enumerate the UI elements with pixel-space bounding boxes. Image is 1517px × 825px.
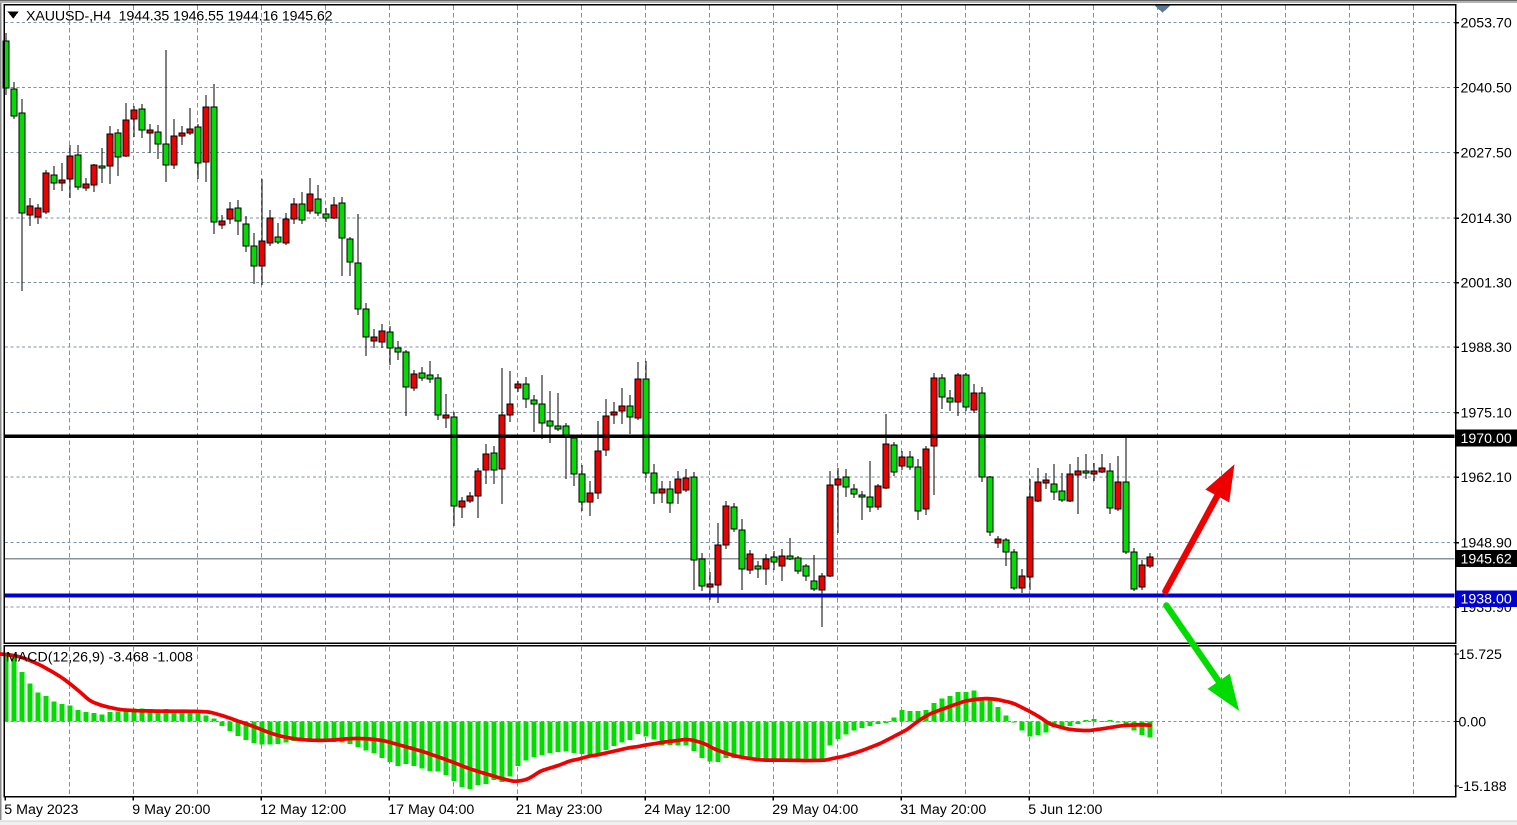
svg-text:1948.90: 1948.90 (1461, 536, 1512, 552)
svg-text:1970.00: 1970.00 (1461, 431, 1512, 447)
svg-text:1938.00: 1938.00 (1461, 592, 1512, 608)
svg-text:9 May 20:00: 9 May 20:00 (132, 802, 210, 818)
svg-text:2040.50: 2040.50 (1461, 81, 1512, 97)
svg-text:1962.10: 1962.10 (1461, 470, 1512, 486)
svg-text:-15.188: -15.188 (1459, 779, 1507, 795)
svg-text:5 May 2023: 5 May 2023 (4, 802, 78, 818)
svg-text:24 May 12:00: 24 May 12:00 (644, 802, 730, 818)
svg-text:1988.30: 1988.30 (1461, 340, 1512, 356)
svg-text:2053.70: 2053.70 (1461, 16, 1512, 32)
svg-text:12 May 12:00: 12 May 12:00 (260, 802, 346, 818)
svg-text:17 May 04:00: 17 May 04:00 (388, 802, 474, 818)
svg-text:29 May 04:00: 29 May 04:00 (772, 802, 858, 818)
svg-text:2014.30: 2014.30 (1461, 211, 1512, 227)
svg-text:21 May 23:00: 21 May 23:00 (516, 802, 602, 818)
svg-text:5 Jun 12:00: 5 Jun 12:00 (1028, 802, 1102, 818)
svg-text:2001.30: 2001.30 (1461, 276, 1512, 292)
svg-text:0.00: 0.00 (1459, 715, 1487, 731)
svg-text:MACD(12,26,9) -3.468 -1.008: MACD(12,26,9) -3.468 -1.008 (6, 650, 193, 666)
svg-text:XAUUSD-,H4 1944.35 1946.55 19: XAUUSD-,H4 1944.35 1946.55 1944.16 1945.… (26, 8, 333, 24)
svg-text:1975.10: 1975.10 (1461, 406, 1512, 422)
svg-text:15.725: 15.725 (1459, 647, 1503, 663)
svg-text:1945.62: 1945.62 (1461, 552, 1512, 568)
svg-text:31 May 20:00: 31 May 20:00 (900, 802, 986, 818)
svg-text:2027.50: 2027.50 (1461, 146, 1512, 162)
